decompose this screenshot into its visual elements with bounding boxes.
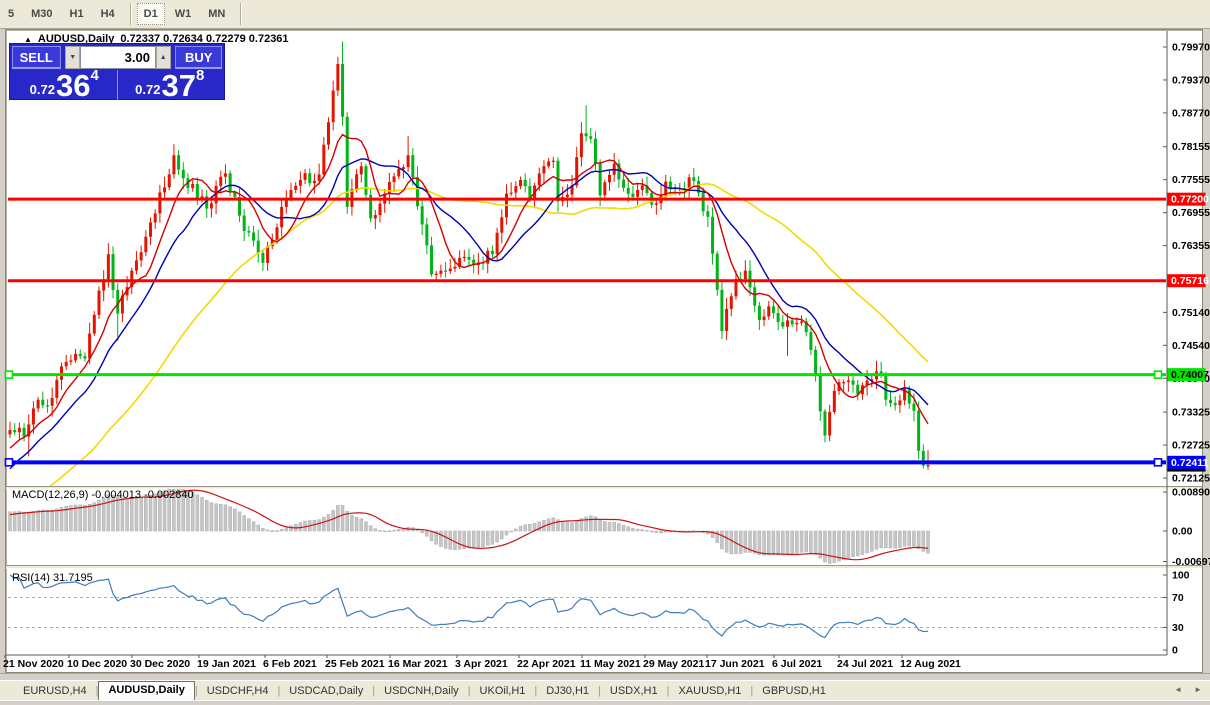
- tab-scroll-left-icon[interactable]: ◄: [1174, 685, 1183, 694]
- tab-separator: |: [534, 685, 538, 697]
- tab-separator: |: [194, 685, 198, 697]
- tab-separator: |: [372, 685, 376, 697]
- chart-tabbar: EURUSD,H4 | AUDUSD,Daily | USDCHF,H4 | USDCAD,…: [0, 680, 1210, 700]
- tab-separator: |: [95, 685, 99, 697]
- timeframe-button-H1[interactable]: H1: [69, 8, 84, 20]
- ask-price-pipette: 8: [195, 67, 205, 84]
- volume-decrease-button[interactable]: ▼: [65, 46, 80, 69]
- volume-input[interactable]: [79, 46, 156, 69]
- bid-price-pipette: 4: [90, 67, 99, 84]
- rsi-indicator-label: RSI(14) 31.7195: [12, 572, 93, 584]
- chart-tab-audusddaily[interactable]: AUDUSD,Daily: [98, 681, 195, 700]
- chevron-up-icon: ▲: [159, 54, 167, 61]
- chart-window[interactable]: [5, 29, 1203, 673]
- chart-symbol-label: AUDUSD,Daily: [37, 33, 115, 45]
- timeframe-button-5[interactable]: 5: [8, 8, 15, 20]
- volume-increase-button[interactable]: ▲: [155, 46, 171, 69]
- tab-separator: |: [750, 685, 754, 697]
- status-bar: [0, 700, 1210, 705]
- bid-price-prefix: 0.72: [29, 82, 55, 97]
- toolbar-separator: [129, 3, 132, 25]
- chart-tab-usdcnhdaily[interactable]: USDCNH,Daily: [384, 685, 459, 697]
- timeframe-button-H4[interactable]: H4: [100, 8, 115, 20]
- ask-price-prefix: 0.72: [135, 82, 161, 97]
- toolbar-separator: [240, 3, 243, 25]
- ask-price-big: 37: [161, 68, 196, 103]
- tab-scroll-nav: ◄ ►: [1174, 685, 1202, 694]
- chart-ohlc-values: 0.72337 0.72634 0.72279 0.72361: [120, 33, 289, 45]
- ask-price-display[interactable]: 0.72 37 8: [116, 67, 223, 103]
- bid-price-big: 36: [55, 68, 91, 103]
- horizontal-scroll-strip[interactable]: [0, 673, 1210, 680]
- chart-tab-usdxh1[interactable]: USDX,H1: [609, 685, 658, 697]
- chart-tab-usdchfh4[interactable]: USDCHF,H4: [206, 685, 269, 697]
- tab-separator: |: [598, 685, 601, 697]
- tab-scroll-right-icon[interactable]: ►: [1194, 685, 1202, 694]
- collapse-panel-icon[interactable]: ▲: [24, 34, 32, 44]
- chart-tab-gbpusdh1[interactable]: GBPUSD,H1: [762, 685, 826, 697]
- tab-separator: |: [666, 685, 670, 697]
- buy-button[interactable]: BUY: [175, 46, 222, 69]
- chart-tab-eurusdh4[interactable]: EURUSD,H4: [23, 685, 87, 697]
- chart-tab-ukoilh1[interactable]: UKOil,H1: [479, 685, 526, 697]
- tab-separator: |: [467, 685, 471, 697]
- timeframe-toolbar: 5 M30 H1 H4 D1 W1 MN: [0, 0, 1210, 29]
- timeframe-button-M30[interactable]: M30: [31, 8, 53, 20]
- macd-indicator-label: MACD(12,26,9) -0.004013 -0.002840: [12, 489, 194, 501]
- chart-tab-usdcaddaily[interactable]: USDCAD,Daily: [289, 685, 364, 697]
- timeframe-button-D1[interactable]: D1: [136, 3, 165, 25]
- one-click-trade-panel: SELL ▼ ▲ BUY 0.72 36 4 0.72 37 8: [9, 43, 225, 103]
- timeframe-button-W1[interactable]: W1: [174, 8, 192, 20]
- timeframe-button-MN[interactable]: MN: [208, 8, 226, 20]
- chart-title: ▲ AUDUSD,Daily 0.72337 0.72634 0.72279 0…: [24, 33, 289, 45]
- tab-separator: |: [277, 685, 281, 697]
- sell-button[interactable]: SELL: [12, 46, 61, 69]
- chart-tab-xauusdh1[interactable]: XAUUSD,H1: [678, 685, 742, 697]
- bid-price-display[interactable]: 0.72 36 4: [12, 67, 117, 103]
- chevron-down-icon: ▼: [69, 54, 77, 61]
- chart-tab-dj30h1[interactable]: DJ30,H1: [546, 685, 590, 697]
